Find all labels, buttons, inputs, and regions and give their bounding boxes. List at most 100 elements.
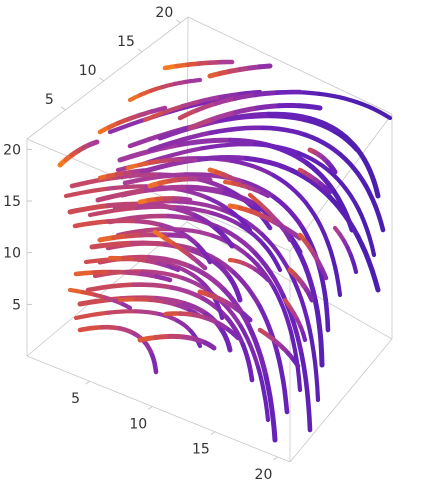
stream-line-36-seg-1 (187, 116, 216, 131)
stream-line-20-seg-3 (117, 326, 137, 336)
stream-line-24-seg-2 (105, 201, 144, 209)
stream-line-39-seg-6 (167, 232, 188, 239)
stream-line-9-seg-6 (355, 233, 381, 293)
stream-line-13-seg-6 (289, 330, 303, 393)
stream-line-4-seg-6 (325, 240, 343, 298)
edge-top-left (26, 16, 189, 140)
stream-line-6-seg-5 (295, 248, 318, 304)
stream-line-12-seg-6 (361, 156, 381, 199)
stream-line-31-seg-5 (172, 79, 189, 87)
stream-line-54-seg-6 (197, 176, 213, 183)
x-tick-label: 15 (192, 442, 210, 458)
stream-lines (57, 59, 393, 443)
stream-line-17-seg-3 (169, 285, 206, 301)
stream-line-50-seg-6 (291, 357, 301, 369)
z-tick-label: 10 (3, 246, 21, 262)
stream-line-20-seg-1 (77, 325, 104, 333)
stream-line-6-seg-6 (312, 298, 325, 368)
stream-line-9-seg-2 (189, 155, 249, 163)
stream-line-35-seg-2 (194, 101, 218, 113)
stream-line-25-seg-1 (63, 186, 111, 199)
stream-line-7-seg-6 (307, 327, 321, 403)
stream-line-28-seg-3 (175, 205, 215, 216)
stream-line-27-seg-3 (185, 185, 227, 196)
stream-line-3-seg-2 (176, 137, 233, 148)
stream-line-15-seg-2 (146, 255, 194, 270)
stream-line-19-seg-4 (156, 311, 180, 323)
stream-line-40-seg-6 (166, 264, 181, 273)
stream-line-59-seg-6 (322, 185, 333, 195)
stream-line-14-seg-6 (275, 350, 290, 415)
stream-line-19-seg-5 (175, 318, 194, 334)
stream-line-23-seg-6 (195, 243, 213, 265)
stream-line-17-seg-5 (224, 315, 246, 347)
stream-line-38-seg-5 (139, 271, 159, 279)
stream-line-18-seg-6 (218, 326, 233, 353)
stream-line-15-seg-5 (246, 323, 269, 379)
stream-line-44-seg-1 (163, 311, 183, 317)
stream-line-19-seg-1 (73, 310, 111, 321)
stream-line-4-seg-4 (271, 173, 308, 205)
stream-line-5-seg-6 (318, 270, 331, 333)
stream-line-27-seg-4 (222, 190, 258, 208)
stream-line-11-seg-6 (363, 183, 386, 233)
stream-line-27-seg-1 (95, 187, 149, 203)
stream-line-28-seg-2 (134, 204, 180, 210)
stream-line-35-seg-3 (213, 96, 238, 106)
stream-line-36-seg-4 (255, 103, 282, 111)
z-tick-label: 5 (12, 297, 21, 313)
stream-line-20-seg-2 (99, 324, 122, 331)
stream-line-25-seg-5 (205, 195, 234, 214)
y-tick-label: 10 (79, 63, 97, 79)
stream-line-11-seg-2 (208, 125, 265, 136)
stream-line-23-seg-3 (134, 218, 164, 228)
stream-line-56-seg-6 (139, 167, 153, 174)
stream-line-28-seg-6 (261, 242, 283, 273)
stream-line-10-seg-4 (296, 150, 335, 177)
stream-line-46-seg-6 (284, 231, 293, 243)
stream-line-34-seg-4 (199, 94, 223, 104)
stream-line-15-seg-6 (263, 373, 278, 443)
stream-line-33-seg-6 (88, 139, 100, 147)
stream-line-11-seg-5 (337, 152, 369, 189)
stream-line-28-seg-1 (87, 205, 139, 218)
stream-line-21-seg-2 (129, 240, 168, 247)
stream-line-13-seg-4 (245, 253, 276, 290)
stream-line-36-seg-6 (297, 103, 323, 111)
stream-line-43-seg-4 (162, 299, 180, 308)
stream-line-32-seg-6 (149, 105, 168, 114)
stream-line-11-seg-3 (260, 125, 309, 138)
stream-line-16-seg-5 (238, 324, 261, 370)
axis-ticks: 5 10 15 20 5 10 15 20 5 10 15 20 (3, 5, 278, 482)
stream-line-8-seg-4 (252, 250, 286, 299)
stream-line-14-seg-5 (257, 303, 280, 355)
stream-line-16-seg-2 (140, 269, 186, 281)
stream-line-38-seg-1 (73, 270, 96, 277)
stream-line-42-seg-6 (202, 340, 217, 351)
y-tick-label: 15 (117, 34, 135, 50)
stream-line-48-seg-6 (306, 292, 315, 303)
stream-line-7-seg-5 (288, 272, 312, 332)
y-tick-mark (61, 106, 66, 111)
stream-line-37-seg-1 (67, 287, 85, 295)
stream-line-19-seg-2 (106, 309, 139, 315)
stream-line-34-seg-5 (218, 91, 243, 99)
stream-line-23-seg-1 (72, 219, 111, 229)
stream-line-38-seg-4 (124, 270, 145, 277)
stream-line-22-seg-4 (177, 265, 202, 282)
stream-line-23-seg-4 (159, 222, 184, 236)
stream-line-12-seg-4 (307, 116, 344, 137)
stream-line-1-seg-5 (316, 91, 360, 105)
stream-line-10-seg-5 (330, 172, 361, 211)
stream-line-38-seg-3 (108, 269, 129, 275)
stream-line-35-seg-6 (274, 89, 303, 95)
stream-line-44-seg-6 (225, 327, 241, 341)
stream-line-3-seg-5 (305, 161, 337, 194)
stream-line-43-seg-3 (149, 297, 168, 305)
stream-line-49-seg-6 (301, 331, 308, 343)
stream-line-35-seg-4 (232, 92, 258, 101)
stream-line-17-seg-2 (131, 282, 175, 290)
stream-line-20-seg-6 (149, 353, 159, 375)
edge-bottom-right (289, 338, 393, 463)
stream-line-34-seg-1 (142, 110, 166, 123)
